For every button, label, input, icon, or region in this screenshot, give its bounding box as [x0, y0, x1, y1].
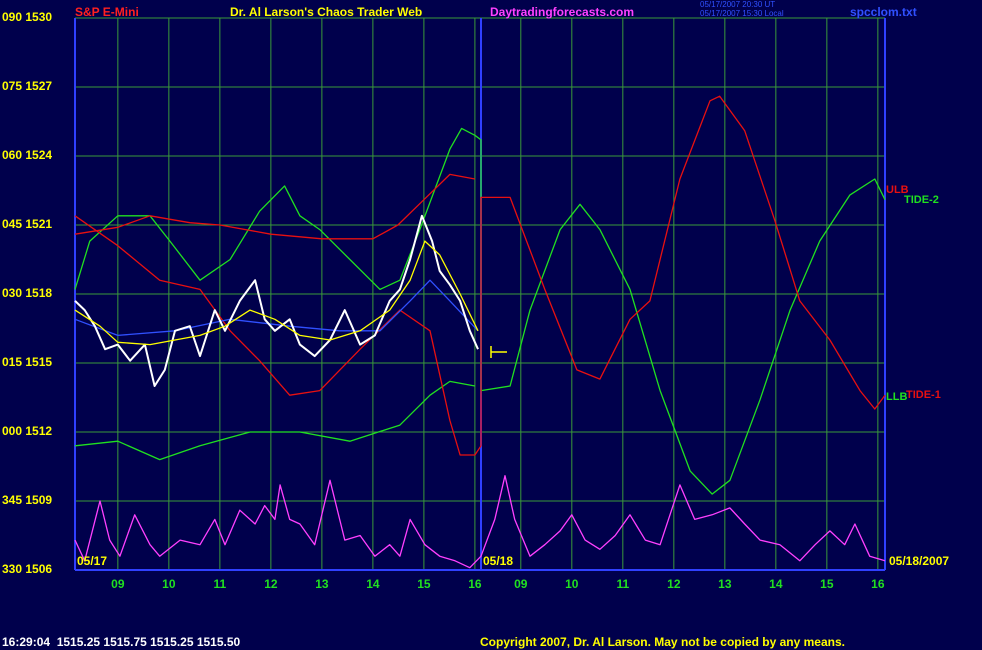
series-label: TIDE-2: [904, 194, 939, 206]
x-tick-label: 12: [264, 577, 278, 591]
chart-title: Dr. Al Larson's Chaos Trader Web: [230, 5, 422, 19]
date-label: 05/17: [77, 554, 107, 568]
timestamp-ut: 05/17/2007 20:30 UT: [700, 0, 775, 9]
timestamp-local: 05/17/2007 15:30 Local: [700, 9, 784, 18]
site: Daytradingforecasts.com: [490, 5, 634, 19]
series-line: [74, 380, 476, 461]
y-tick-label: 015 1515: [2, 355, 52, 369]
y-tick-label: 030 1518: [2, 286, 52, 300]
series-line: [74, 279, 479, 337]
x-tick-label: 16: [871, 577, 885, 591]
y-tick-label: 000 1512: [2, 424, 52, 438]
y-tick-label: 060 1524: [2, 148, 52, 162]
series-label: ULB: [886, 184, 909, 196]
series-line: [74, 475, 886, 569]
series-label: LLB: [886, 391, 907, 403]
series-line: [74, 240, 479, 346]
series-lines: [74, 95, 886, 569]
x-tick-label: 09: [514, 577, 528, 591]
y-tick-label: 075 1527: [2, 79, 52, 93]
file-name: spcclom.txt: [850, 5, 917, 19]
x-tick-label: 13: [718, 577, 732, 591]
x-tick-label: 09: [111, 577, 125, 591]
copyright: Copyright 2007, Dr. Al Larson. May not b…: [480, 635, 845, 649]
series-line: [74, 173, 476, 240]
y-tick-label: 330 1506: [2, 562, 52, 576]
series-line: [74, 127, 886, 495]
x-tick-label: 11: [214, 577, 227, 591]
series-line: [74, 95, 886, 456]
date-label: 05/18/2007: [889, 554, 949, 568]
y-tick-label: 345 1509: [2, 493, 52, 507]
date-label: 05/18: [483, 554, 513, 568]
x-tick-label: 11: [616, 577, 629, 591]
symbol: S&P E-Mini: [75, 5, 139, 19]
x-tick-label: 15: [820, 577, 834, 591]
quote: 16:29:04 1515.25 1515.75 1515.25 1515.50: [2, 635, 241, 649]
x-tick-label: 14: [366, 577, 380, 591]
y-tick-label: 090 1530: [2, 10, 52, 24]
series-line: [74, 214, 479, 387]
x-tick-label: 14: [769, 577, 783, 591]
grid: [75, 17, 885, 571]
x-tick-label: 10: [565, 577, 579, 591]
series-label: TIDE-1: [906, 389, 941, 401]
x-tick-label: 15: [417, 577, 431, 591]
x-tick-label: 12: [667, 577, 681, 591]
x-tick-label: 10: [162, 577, 176, 591]
x-tick-label: 16: [468, 577, 482, 591]
y-tick-label: 045 1521: [2, 217, 52, 231]
now-marker: [490, 346, 507, 358]
x-tick-label: 13: [315, 577, 329, 591]
